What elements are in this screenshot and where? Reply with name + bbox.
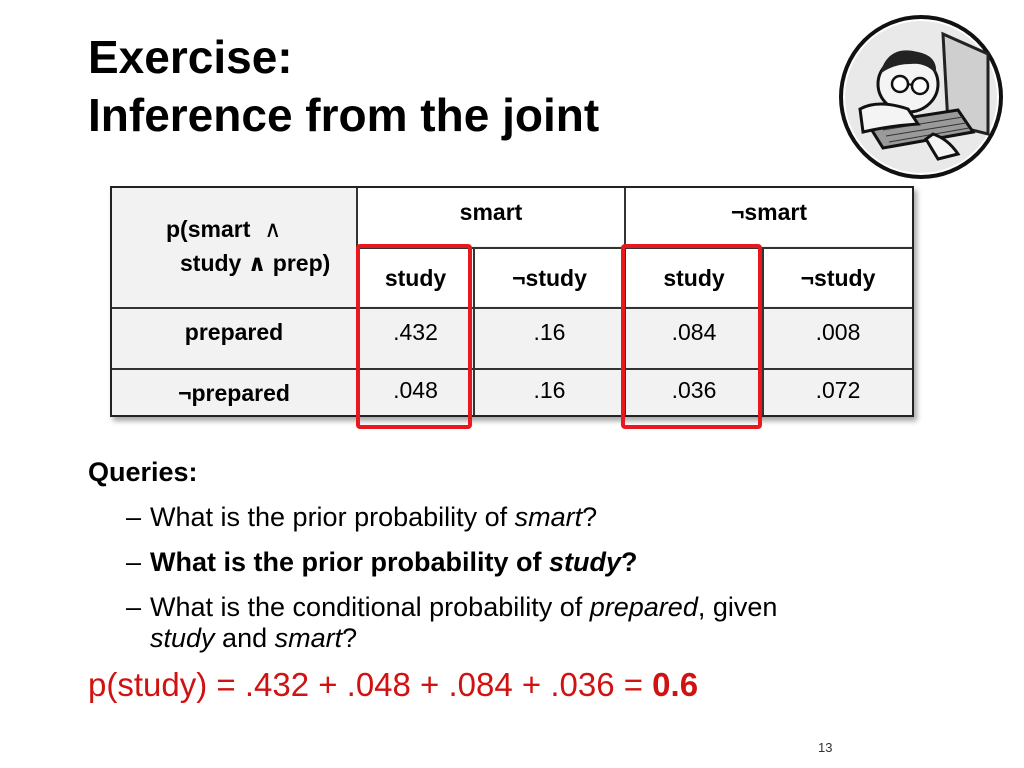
query-item-3-continued: study and smart? xyxy=(150,623,358,653)
subheader-not-smart-not-study: ¬study xyxy=(800,264,876,291)
row-label-not-prepared: ¬prepared xyxy=(178,379,290,406)
joint-probability-table: p(smart ∧ study ∧ prep) smart ¬smart stu… xyxy=(110,186,914,417)
cell-not-prepared-not-smart-not-study: .072 xyxy=(815,376,861,403)
answer-formula: p(study) = .432 + .048 + .084 + .036 = xyxy=(88,666,653,703)
queries-section: Queries: – What is the prior probability … xyxy=(88,450,777,652)
title-line-1: Exercise: xyxy=(88,31,293,83)
cell-prepared-not-smart-not-study: .008 xyxy=(815,318,861,345)
subheader-smart-study: study xyxy=(384,264,447,291)
answer-result: 0.6 xyxy=(652,666,699,703)
header-not-smart: ¬smart xyxy=(730,198,808,225)
query-item-2: – What is the prior probability of study? xyxy=(126,547,638,577)
title-line-2: Inference from the joint xyxy=(88,89,600,141)
cell-not-prepared-not-smart-study: .036 xyxy=(671,376,717,403)
cell-prepared-smart-not-study: .16 xyxy=(533,318,566,345)
header-smart: smart xyxy=(459,198,523,225)
query-item-3: – What is the conditional probability of … xyxy=(126,592,778,622)
answer-expression: p(study) = .432 + .048 + .084 + .036 = 0… xyxy=(88,666,698,704)
cell-prepared-not-smart-study: .084 xyxy=(671,318,717,345)
highlight-smart-study-column xyxy=(356,244,472,429)
queries-heading: Queries: xyxy=(88,457,198,487)
subheader-not-smart-study: study xyxy=(663,264,725,291)
slide-title: Exercise: Inference from the joint xyxy=(88,28,599,144)
cell-not-prepared-smart-study: .048 xyxy=(393,376,438,403)
query-item-1: – What is the prior probability of smart? xyxy=(126,502,598,532)
table-corner-line-1: p(smart ∧ xyxy=(166,216,282,242)
table-corner-line-2: study ∧ prep) xyxy=(180,250,331,276)
cell-prepared-smart-study: .432 xyxy=(393,318,438,345)
sleeping-student-icon xyxy=(839,15,1003,179)
cell-not-prepared-smart-not-study: .16 xyxy=(533,376,566,403)
row-label-prepared: prepared xyxy=(184,318,284,345)
subheader-smart-not-study: ¬study xyxy=(512,264,587,291)
highlight-not-smart-study-column xyxy=(621,244,762,429)
page-number: 13 xyxy=(818,740,833,755)
